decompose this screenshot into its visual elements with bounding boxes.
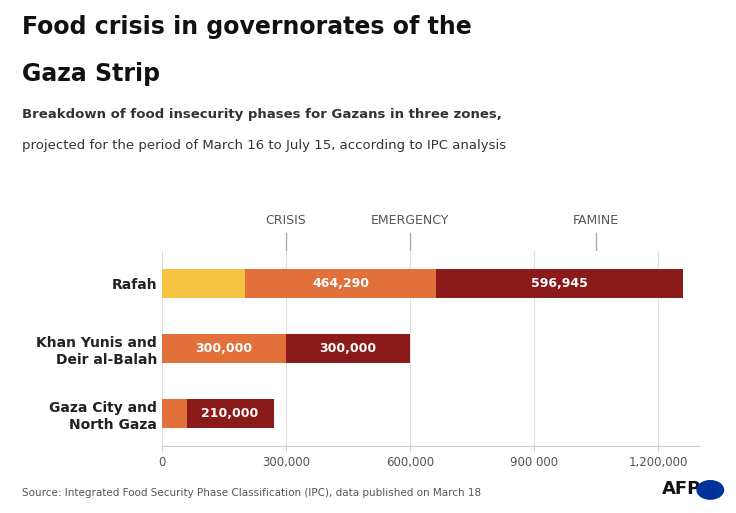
Text: FAMINE: FAMINE xyxy=(573,214,619,227)
Text: Food crisis in governorates of the: Food crisis in governorates of the xyxy=(22,15,472,40)
Bar xyxy=(187,399,274,428)
Text: CRISIS: CRISIS xyxy=(266,214,306,227)
Text: 596,945: 596,945 xyxy=(531,278,588,290)
Text: 210,000: 210,000 xyxy=(202,407,259,420)
Text: AFP: AFP xyxy=(662,480,701,498)
Bar xyxy=(162,334,286,364)
Bar xyxy=(162,399,187,428)
Text: Breakdown of food insecurity phases for Gazans in three zones,: Breakdown of food insecurity phases for … xyxy=(22,108,502,121)
Bar xyxy=(286,334,410,364)
Text: Gaza Strip: Gaza Strip xyxy=(22,62,160,86)
Text: projected for the period of March 16 to July 15, according to IPC analysis: projected for the period of March 16 to … xyxy=(22,139,506,151)
Text: 464,290: 464,290 xyxy=(312,278,369,290)
Bar xyxy=(162,269,244,299)
Text: 300,000: 300,000 xyxy=(319,342,377,356)
Bar xyxy=(436,269,683,299)
Text: 300,000: 300,000 xyxy=(195,342,252,356)
Bar xyxy=(244,269,436,299)
Text: Source: Integrated Food Security Phase Classification (IPC), data published on M: Source: Integrated Food Security Phase C… xyxy=(22,488,481,498)
Text: EMERGENCY: EMERGENCY xyxy=(371,214,449,227)
